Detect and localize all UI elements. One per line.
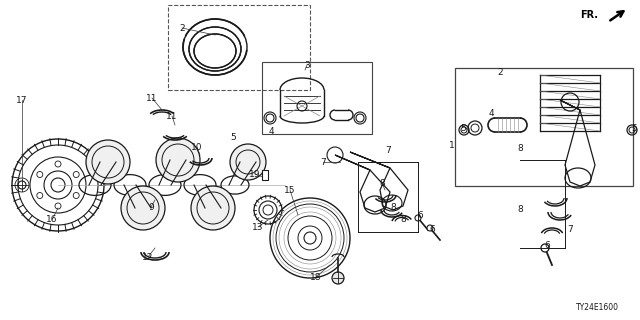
Text: 6: 6 [429,226,435,235]
Text: 10: 10 [191,142,203,151]
Text: 4: 4 [488,108,494,117]
Text: 8: 8 [390,204,396,212]
Text: 16: 16 [46,215,58,225]
Bar [168,5,310,90]
Text: 11: 11 [166,111,178,121]
Text: 19: 19 [249,170,260,179]
Circle shape [304,232,316,244]
Text: 3: 3 [304,60,310,69]
Circle shape [86,140,130,184]
Text: 15: 15 [284,186,296,195]
Text: 4: 4 [268,126,274,135]
Text: 7: 7 [567,226,573,235]
Bar [455,68,633,186]
Circle shape [332,272,344,284]
Text: 13: 13 [252,222,264,231]
Text: 8: 8 [379,179,385,188]
Text: 7: 7 [385,146,391,155]
Text: 8: 8 [400,215,406,225]
Text: 12: 12 [142,252,154,261]
Circle shape [263,205,273,215]
Text: 6: 6 [417,211,423,220]
Text: 8: 8 [517,205,523,214]
Text: 5: 5 [230,132,236,141]
Text: 5: 5 [631,124,637,132]
Circle shape [230,144,266,180]
Text: 1: 1 [449,140,455,149]
Text: 6: 6 [544,242,550,251]
Circle shape [541,244,549,252]
Circle shape [415,215,421,221]
Text: FR.: FR. [580,10,598,20]
Circle shape [156,138,200,182]
Text: TY24E1600: TY24E1600 [575,302,618,311]
Text: 5: 5 [460,124,466,132]
Text: 17: 17 [16,95,28,105]
Text: 9: 9 [148,203,154,212]
Bar [262,170,268,180]
Text: 2: 2 [179,23,185,33]
Text: 7: 7 [320,157,326,166]
Text: 11: 11 [147,93,157,102]
Circle shape [427,225,433,231]
Text: 2: 2 [497,68,503,76]
Text: 8: 8 [517,143,523,153]
Bar [262,62,372,134]
Text: 18: 18 [310,273,322,282]
Circle shape [191,186,235,230]
Circle shape [121,186,165,230]
